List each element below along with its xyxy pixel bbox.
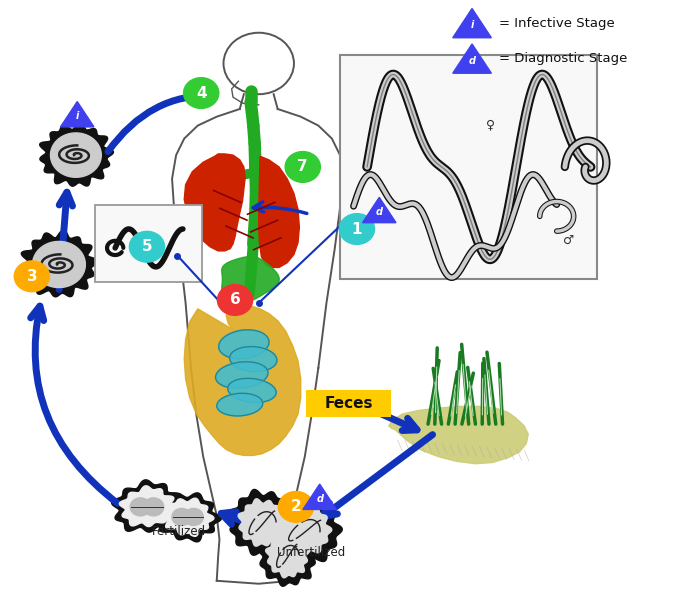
Ellipse shape: [230, 346, 277, 372]
Polygon shape: [39, 122, 114, 186]
Text: 5: 5: [141, 239, 152, 254]
Circle shape: [278, 491, 313, 522]
Text: Feces: Feces: [324, 396, 373, 411]
Circle shape: [339, 214, 375, 244]
Circle shape: [285, 151, 320, 182]
Circle shape: [143, 498, 164, 516]
Polygon shape: [50, 133, 101, 177]
Polygon shape: [269, 494, 342, 565]
Circle shape: [130, 498, 151, 516]
Text: 2: 2: [290, 500, 301, 514]
Polygon shape: [33, 241, 86, 287]
Polygon shape: [362, 197, 396, 223]
Polygon shape: [453, 44, 492, 73]
Circle shape: [218, 285, 253, 315]
Polygon shape: [266, 534, 308, 578]
Bar: [95, 206, 202, 282]
Polygon shape: [279, 504, 332, 555]
Text: i: i: [75, 111, 79, 121]
Polygon shape: [184, 304, 301, 456]
Text: 7: 7: [297, 159, 308, 175]
Text: = Infective Stage: = Infective Stage: [499, 17, 615, 30]
Polygon shape: [453, 8, 492, 38]
Ellipse shape: [216, 362, 268, 388]
Ellipse shape: [217, 393, 262, 416]
Polygon shape: [21, 230, 98, 297]
Bar: [340, 55, 597, 279]
Text: i: i: [471, 20, 474, 30]
Polygon shape: [61, 102, 94, 127]
Polygon shape: [257, 526, 316, 586]
Circle shape: [184, 78, 219, 108]
Text: 4: 4: [196, 86, 207, 100]
Polygon shape: [389, 406, 528, 464]
Circle shape: [172, 508, 192, 526]
Text: d: d: [376, 207, 383, 217]
Polygon shape: [163, 498, 214, 536]
Circle shape: [14, 261, 50, 292]
Polygon shape: [303, 484, 337, 510]
Polygon shape: [112, 480, 182, 532]
Text: ♀: ♀: [486, 118, 495, 131]
Polygon shape: [156, 493, 222, 542]
Text: 3: 3: [27, 269, 37, 284]
Circle shape: [129, 232, 165, 262]
FancyBboxPatch shape: [306, 390, 391, 417]
Polygon shape: [222, 257, 279, 302]
Text: Unfertilized: Unfertilized: [277, 546, 345, 559]
Polygon shape: [258, 156, 299, 267]
Text: d: d: [316, 494, 323, 504]
Text: Fertilized: Fertilized: [152, 525, 206, 538]
Text: 6: 6: [230, 292, 241, 308]
Text: = Diagnostic Stage: = Diagnostic Stage: [499, 52, 628, 65]
Text: ♂: ♂: [564, 234, 575, 247]
Ellipse shape: [228, 378, 276, 403]
Ellipse shape: [219, 330, 269, 359]
Polygon shape: [184, 154, 245, 251]
Circle shape: [184, 508, 203, 526]
Polygon shape: [120, 486, 174, 526]
Polygon shape: [238, 499, 286, 546]
Text: d: d: [469, 56, 475, 66]
Polygon shape: [228, 489, 296, 555]
Text: 1: 1: [352, 222, 362, 236]
